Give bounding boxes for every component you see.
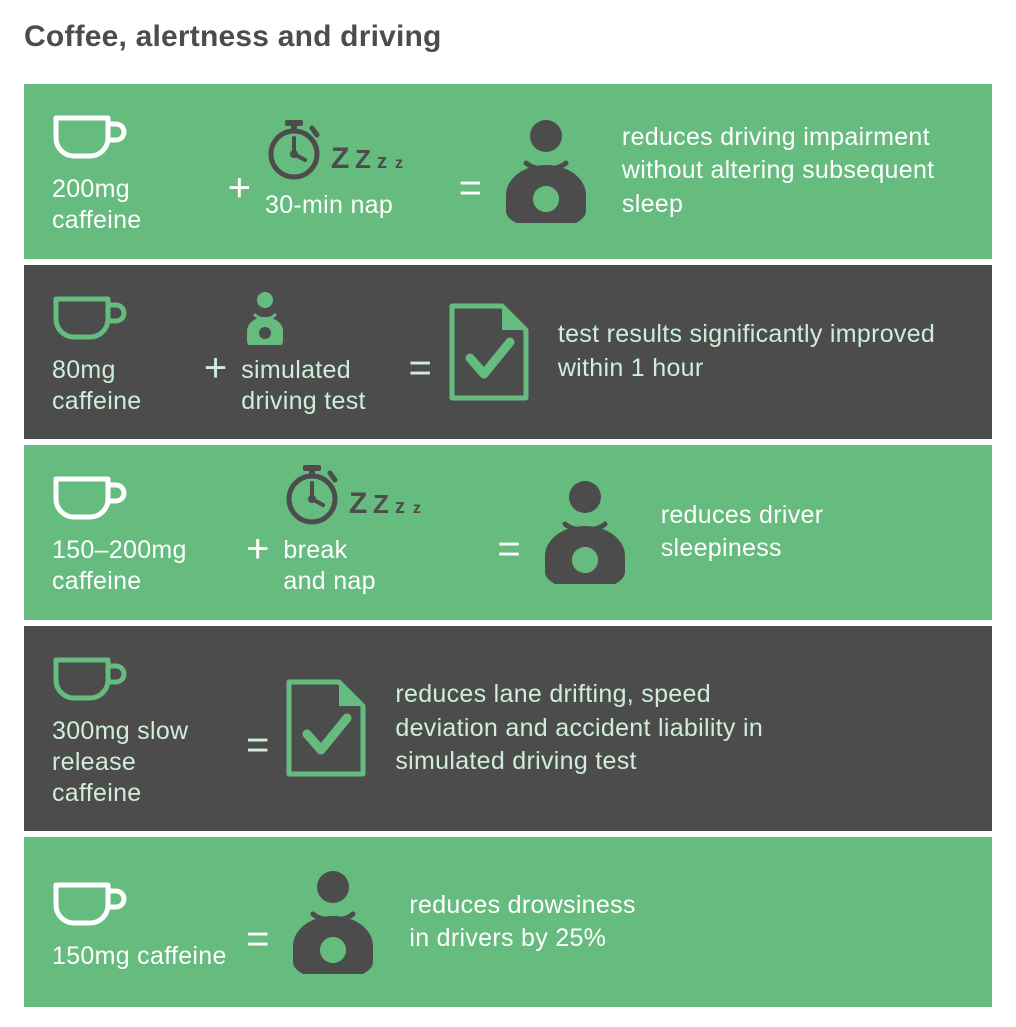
result-text: reduces driversleepiness xyxy=(661,499,824,567)
input-cell-1: 200mgcaffeine xyxy=(52,106,214,237)
infographic-row: 150mg caffeine= reduces drowsinessin dri… xyxy=(24,837,992,1007)
result-text: test results significantly improved with… xyxy=(558,318,964,386)
svg-text:Z: Z xyxy=(373,489,389,519)
infographic-row: 80mgcaffeine + simulateddriving test = tes… xyxy=(24,265,992,440)
cup-icon xyxy=(52,467,128,525)
stopwatch-zzz-icon: Z Z z z xyxy=(265,122,427,180)
infographic-row: 150–200mgcaffeine+ Z Z z z breakand nap=… xyxy=(24,445,992,620)
svg-text:z: z xyxy=(413,500,421,517)
input-label: 200mgcaffeine xyxy=(52,174,142,237)
infographic-row: 200mgcaffeine+ Z Z z z 30-min nap= reduc… xyxy=(24,84,992,259)
result-text: reduces lane drifting, speed deviation a… xyxy=(395,678,815,779)
input-label: 300mg slowrelease caffeine xyxy=(52,716,232,810)
svg-text:z: z xyxy=(395,155,403,172)
equals-operator: = xyxy=(483,527,534,572)
doc-check-icon xyxy=(446,300,532,404)
driver-icon xyxy=(535,480,635,584)
cup-icon xyxy=(52,648,128,706)
driver-icon xyxy=(496,119,596,223)
driver-icon xyxy=(283,870,383,974)
doc-check-icon xyxy=(283,676,369,780)
input-cell-1: 150mg caffeine xyxy=(52,873,232,972)
input-cell-1: 300mg slowrelease caffeine xyxy=(52,648,232,810)
plus-operator: + xyxy=(232,527,283,572)
input-cell-1: 150–200mgcaffeine xyxy=(52,467,232,598)
input-label: 150mg caffeine xyxy=(52,941,227,972)
svg-text:Z: Z xyxy=(355,144,371,174)
input-label: 30-min nap xyxy=(265,190,393,221)
input-label: 80mgcaffeine xyxy=(52,355,142,418)
input-cell-2: Z Z z z breakand nap xyxy=(283,467,483,598)
svg-text:z: z xyxy=(377,151,387,173)
result-text: reduces drowsinessin drivers by 25% xyxy=(409,889,635,957)
input-label: breakand nap xyxy=(283,535,375,598)
input-label: simulateddriving test xyxy=(241,355,366,418)
input-cell-2: simulateddriving test xyxy=(241,287,394,418)
equals-operator: = xyxy=(232,917,283,962)
page-title: Coffee, alertness and driving xyxy=(24,20,992,54)
svg-text:Z: Z xyxy=(331,142,349,175)
equals-operator: = xyxy=(445,166,496,211)
cup-icon xyxy=(52,106,128,164)
driver-small-icon xyxy=(241,287,289,345)
equals-operator: = xyxy=(232,723,283,768)
input-label: 150–200mgcaffeine xyxy=(52,535,187,598)
svg-text:z: z xyxy=(395,496,405,518)
stopwatch-zzz-icon: Z Z z z xyxy=(283,467,445,525)
plus-operator: + xyxy=(190,346,241,391)
cup-icon xyxy=(52,873,128,931)
input-cell-2: Z Z z z 30-min nap xyxy=(265,122,445,221)
result-text: reduces driving impairmentwithout alteri… xyxy=(622,121,964,222)
input-cell-1: 80mgcaffeine xyxy=(52,287,190,418)
equals-operator: = xyxy=(394,346,445,391)
infographic-rows: 200mgcaffeine+ Z Z z z 30-min nap= reduc… xyxy=(24,84,992,1007)
cup-icon xyxy=(52,287,128,345)
infographic-row: 300mg slowrelease caffeine= reduces lane… xyxy=(24,626,992,832)
svg-text:Z: Z xyxy=(349,487,367,520)
plus-operator: + xyxy=(214,166,265,211)
